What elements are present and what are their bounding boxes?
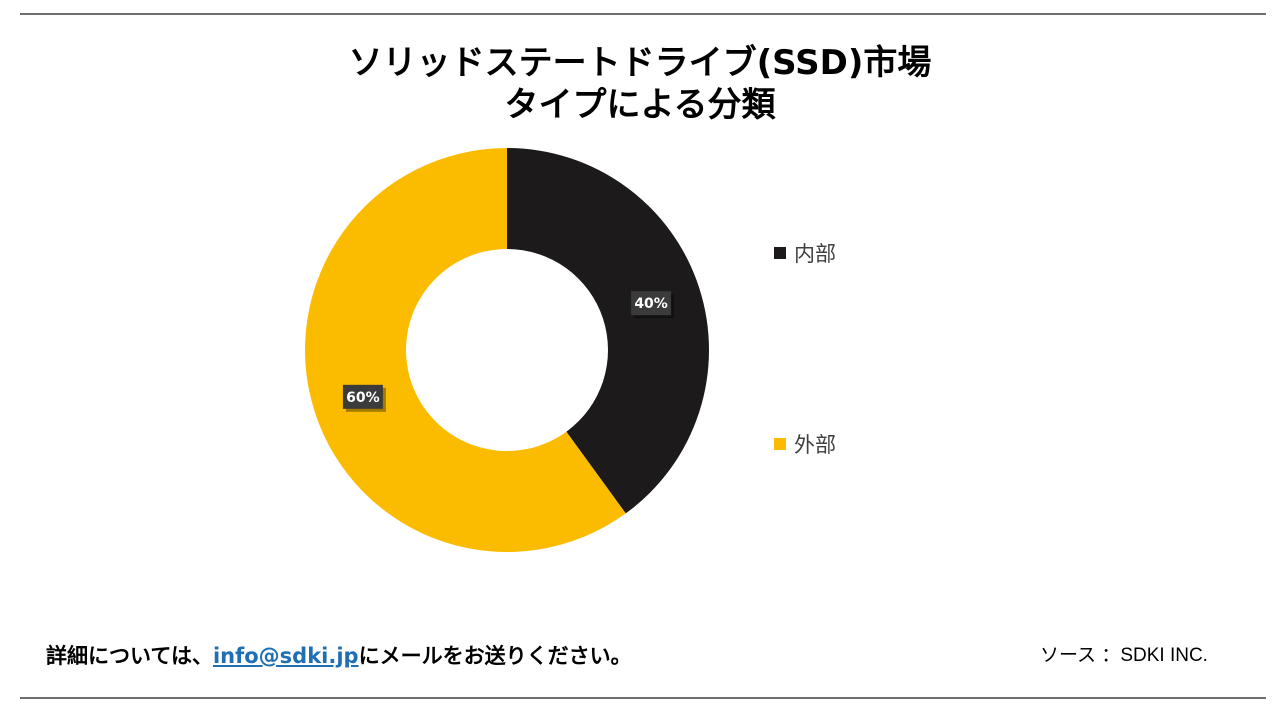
chart-title-line2: タイプによる分類 — [504, 85, 776, 125]
top-divider — [20, 13, 1266, 15]
data-label-internal: 40% — [631, 291, 675, 319]
legend-swatch-internal — [774, 247, 786, 259]
legend-label-external: 外部 — [794, 433, 836, 457]
legend-item-external: 外部 — [774, 429, 836, 459]
chart-title: ソリッドステートドライブ(SSD)市場 タイプによる分類 — [0, 42, 1280, 126]
contact-note: 詳細については、info@sdki.jpにメールをお送りください。 — [46, 640, 632, 670]
donut-slice-external — [305, 147, 626, 552]
legend-label-internal: 内部 — [794, 242, 836, 266]
legend-item-internal: 内部 — [774, 238, 836, 268]
donut-data-labels: 40% 60% — [342, 291, 675, 412]
bottom-divider — [20, 697, 1266, 699]
data-label-text-internal: 40% — [634, 296, 668, 312]
source-credit: ソース ：SDKI INC. — [1040, 645, 1208, 666]
legend-swatch-external — [774, 438, 786, 450]
contact-prefix: 詳細については、 — [46, 644, 213, 668]
contact-email-link[interactable]: info@sdki.jp — [212, 644, 359, 668]
data-label-external: 60% — [342, 384, 386, 412]
donut-slice-internal — [507, 148, 709, 514]
contact-suffix: にメールをお送りください。 — [358, 644, 632, 668]
donut-slices — [305, 147, 709, 552]
chart-title-line1: ソリッドステートドライブ(SSD)市場 — [348, 43, 932, 83]
data-label-text-external: 60% — [346, 390, 380, 406]
